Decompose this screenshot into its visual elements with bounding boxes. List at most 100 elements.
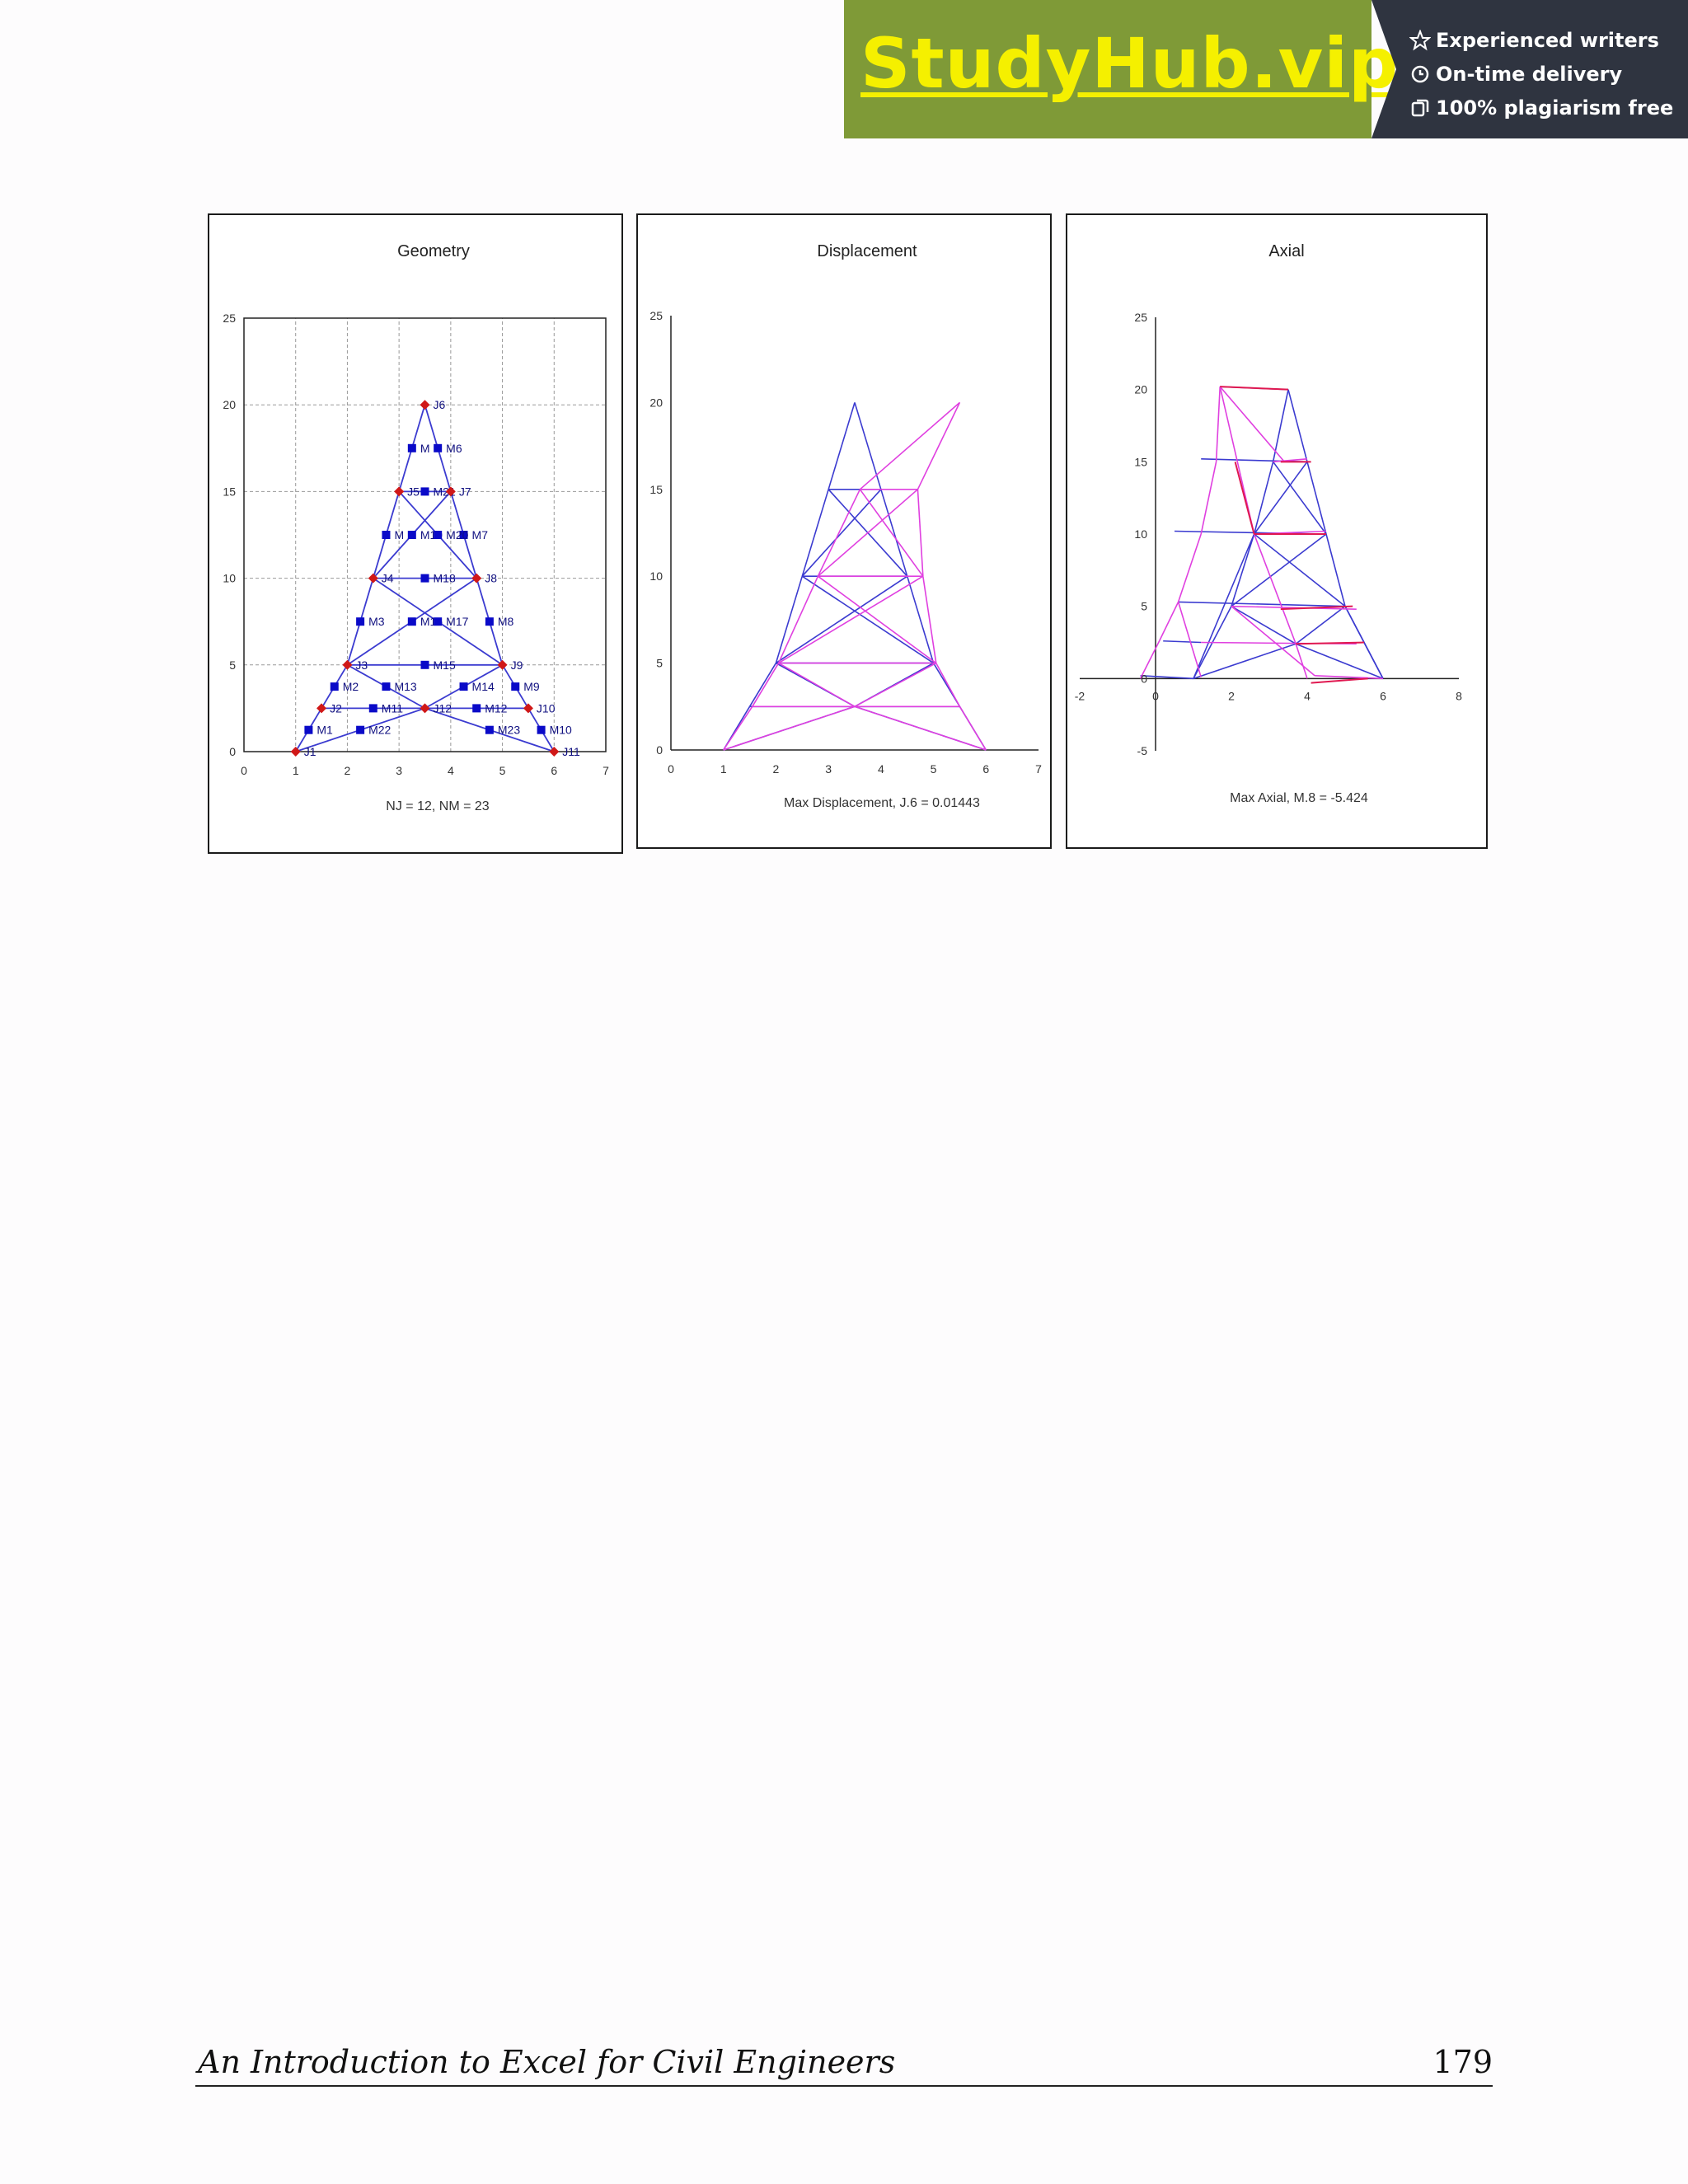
member-label: M15 — [434, 658, 456, 672]
original-member-line — [828, 402, 856, 490]
deformed-member-line — [723, 705, 856, 751]
footer-book-title: An Introduction to Excel for Civil Engin… — [198, 2044, 896, 2080]
member-marker — [420, 487, 429, 496]
x-tick-label: 6 — [1380, 689, 1386, 702]
axial-force-line — [1280, 605, 1353, 611]
joint-marker — [471, 573, 482, 583]
deformed-member-line — [817, 489, 861, 577]
member-label: M — [394, 528, 404, 541]
original-member-line — [906, 575, 935, 663]
axial-force-line — [1177, 533, 1202, 602]
y-tick-label: 0 — [1141, 672, 1147, 685]
deformed-member-line — [859, 489, 924, 577]
feature-text: On-time delivery — [1436, 62, 1623, 86]
deformed-member-line — [859, 401, 960, 490]
axis-ticks: 0 1 2 3 4 5 6 7 0 5 10 15 20 25 — [223, 312, 609, 777]
y-tick-label: -5 — [1137, 744, 1148, 757]
member-label: M13 — [394, 680, 416, 693]
copy-icon — [1411, 99, 1429, 116]
structure-member-line — [1295, 643, 1384, 680]
joint-label: J11 — [562, 745, 580, 758]
member-marker — [304, 725, 313, 734]
x-tick-label: 3 — [825, 762, 832, 776]
brand-logo-text[interactable]: StudyHub.vip — [860, 23, 1400, 104]
axial-force-line — [1296, 641, 1365, 645]
y-tick-label: 20 — [1134, 383, 1147, 396]
joint-marker — [420, 703, 430, 714]
structure-member-line — [1295, 606, 1346, 644]
footer-divider — [195, 2085, 1493, 2087]
member-marker — [511, 682, 520, 691]
axis-ticks: 0 1 2 3 4 5 6 7 0 5 10 15 20 25 — [649, 309, 1042, 776]
structure-member-line — [1254, 533, 1346, 607]
joint-marker — [290, 747, 301, 757]
x-tick-label: 6 — [551, 764, 557, 777]
original-member-line — [801, 575, 935, 664]
member-marker — [407, 443, 416, 452]
deformed-member-line — [817, 575, 937, 664]
member-marker — [434, 617, 443, 626]
structure-member-line — [1253, 462, 1274, 535]
x-tick-label: 2 — [1228, 689, 1235, 702]
chart-caption: Max Displacement, J.6 = 0.01443 — [784, 796, 980, 810]
chart-caption: NJ = 12, NM = 23 — [386, 799, 489, 813]
deformed-structure — [723, 401, 987, 751]
joint-label: J12 — [434, 701, 452, 715]
axial-force-line — [1200, 462, 1217, 535]
studyhub-banner[interactable]: StudyHub.vip Experienced writers On-time… — [844, 0, 1688, 138]
x-tick-label: 2 — [345, 764, 351, 777]
displacement-chart: Displacement 0 1 2 3 4 5 6 7 0 5 10 15 20 25 Max Disp… — [649, 242, 1042, 810]
joint-marker — [342, 659, 353, 670]
deformed-member-line — [935, 663, 961, 707]
axial-force-line — [1315, 675, 1384, 680]
chart-caption: Max Axial, M.8 = -5.424 — [1230, 791, 1368, 805]
member-marker — [382, 682, 391, 691]
structure-member-line — [1325, 533, 1346, 607]
page-number: 179 — [1432, 2044, 1493, 2080]
structure-member-line — [1306, 462, 1327, 535]
axial-chart-panel: Axial -2 0 2 4 6 8 -5 0 5 10 15 20 25 Max Axial, M.8… — [1066, 213, 1488, 849]
member-marker — [420, 574, 429, 583]
structure-member-line — [1140, 675, 1194, 680]
deformed-member-line — [854, 705, 987, 751]
axial-force-line — [1177, 602, 1202, 677]
member-label: M18 — [434, 572, 456, 585]
joint-marker — [420, 400, 430, 410]
joint-marker — [368, 573, 378, 583]
axial-force-line — [1253, 533, 1296, 644]
joint-marker — [445, 486, 456, 497]
axial-force-line — [1231, 605, 1357, 610]
deformed-member-line — [922, 576, 937, 663]
displacement-chart-panel: Displacement 0 1 2 3 4 5 6 7 0 5 10 15 20 25 Max Disp… — [636, 213, 1052, 849]
axial-force-line — [1231, 606, 1315, 677]
deformed-member-line — [854, 662, 937, 708]
joint-label: J3 — [355, 658, 368, 672]
structure-member-line — [1178, 601, 1346, 607]
member-label: M — [420, 442, 430, 455]
x-tick-label: 4 — [448, 764, 454, 777]
structure-member-line — [1272, 461, 1327, 535]
member-marker — [459, 531, 468, 539]
feature-text: 100% plagiarism free — [1436, 96, 1674, 120]
member-marker — [330, 682, 339, 691]
member-marker — [356, 617, 365, 626]
member-label: M14 — [472, 680, 495, 693]
axial-force-line — [1219, 386, 1286, 462]
axial-force-line — [1234, 462, 1255, 535]
feature-list: Experienced writers On-time delivery 100… — [1409, 23, 1673, 124]
y-tick-label: 20 — [223, 398, 236, 411]
deformed-member-line — [817, 489, 918, 577]
structure-member-line — [1231, 605, 1296, 644]
feature-item: On-time delivery — [1409, 57, 1673, 91]
y-tick-label: 15 — [1134, 455, 1147, 468]
member-marker — [420, 660, 429, 669]
structure-member-line — [1253, 461, 1308, 535]
member-label: M1 — [316, 724, 333, 737]
y-tick-label: 15 — [649, 483, 663, 496]
x-tick-label: 5 — [931, 762, 937, 776]
member-label: M6 — [446, 442, 462, 455]
member-label: M12 — [485, 701, 507, 715]
original-member-line — [801, 489, 882, 577]
chart-title: Displacement — [817, 242, 917, 260]
axial-force-diagram — [1139, 386, 1384, 684]
